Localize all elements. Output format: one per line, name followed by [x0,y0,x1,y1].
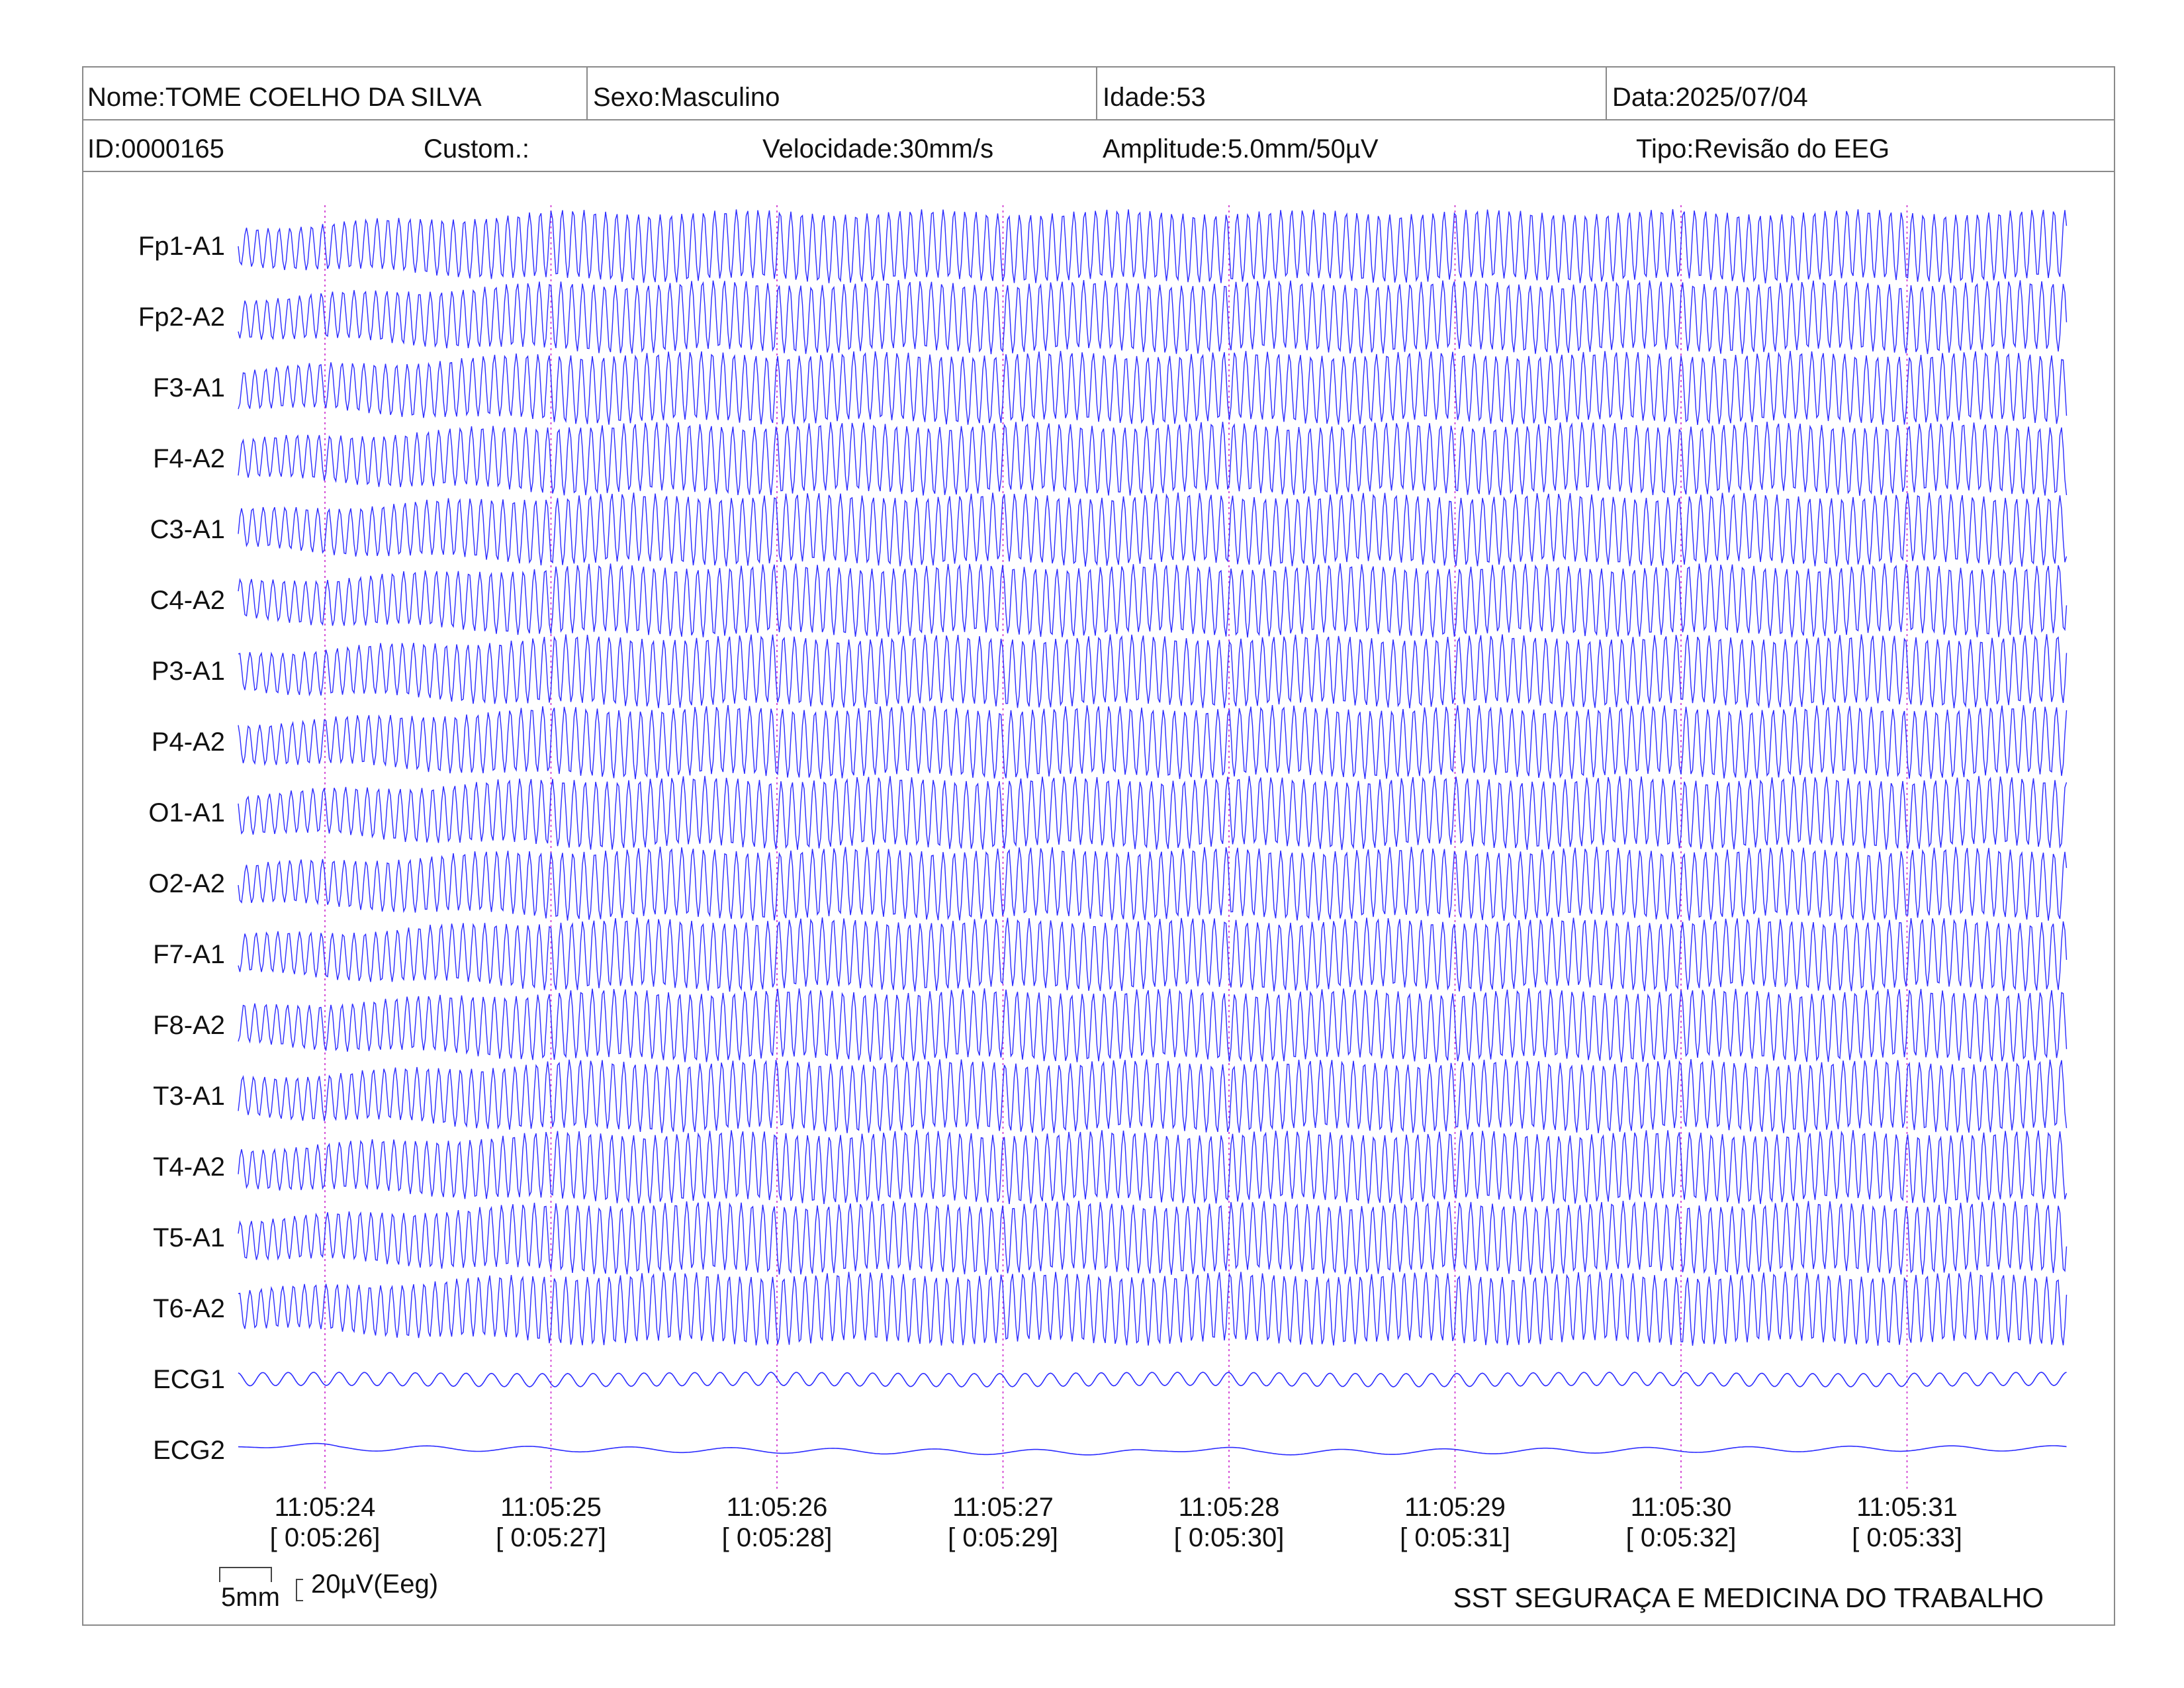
trace-f3-a1 [238,351,2068,426]
header-divider-2 [82,171,2115,172]
time-marker-clock: 11:05:30 [1630,1493,1732,1522]
exam-date: Data:2025/07/04 [1612,83,1808,112]
report-frame [82,66,2115,1626]
channel-label-f3-a1: F3-A1 [153,373,225,402]
trace-fp1-a1 [238,209,2068,284]
time-marker-elapsed: [ 0:05:33] [1852,1523,1962,1552]
time-marker-clock: 11:05:24 [274,1493,376,1522]
trace-f4-a2 [238,422,2068,496]
amplitude-setting: Amplitude:5.0mm/50µV [1103,134,1379,164]
channel-label-t5-a1: T5-A1 [153,1223,225,1252]
time-marker-elapsed: [ 0:05:27] [496,1523,606,1552]
time-marker-clock: 11:05:27 [952,1493,1054,1522]
channel-label-f7-a1: F7-A1 [153,940,225,969]
header-divider-1 [82,119,2115,120]
trace-ecg1 [238,1372,2067,1387]
patient-id: ID:0000165 [87,134,224,164]
time-marker-clock: 11:05:26 [726,1493,828,1522]
amplitude-scale-label: 20µV(Eeg) [311,1570,439,1599]
channel-label-o2-a2: O2-A2 [148,869,225,898]
channel-label-fp2-a2: Fp2-A2 [138,303,225,332]
time-marker-clock: 11:05:31 [1856,1493,1958,1522]
patient-name: Nome:TOME COELHO DA SILVA [87,83,482,112]
channel-label-t6-a2: T6-A2 [153,1294,225,1323]
channel-label-t4-a2: T4-A2 [153,1152,225,1182]
header-col-divider-2 [1096,66,1097,120]
header-col-divider-1 [586,66,588,120]
exam-type: Tipo:Revisão do EEG [1636,134,1890,164]
channel-label-o1-a1: O1-A1 [148,798,225,827]
scale-bar-icon [219,1567,303,1601]
speed-setting: Velocidade:30mm/s [762,134,994,164]
channel-label-f4-a2: F4-A2 [153,444,225,473]
time-marker-elapsed: [ 0:05:31] [1400,1523,1510,1552]
time-marker-clock: 11:05:29 [1404,1493,1506,1522]
channel-label-c3-a1: C3-A1 [150,515,225,544]
trace-p4-a2 [238,705,2068,780]
time-marker-clock: 11:05:25 [500,1493,602,1522]
trace-o2-a2 [238,847,2068,921]
trace-c3-a1 [238,492,2068,567]
custom-field: Custom.: [424,134,530,164]
trace-t3-a1 [238,1058,2068,1133]
time-marker-elapsed: [ 0:05:26] [269,1523,381,1552]
time-marker-elapsed: [ 0:05:29] [948,1523,1058,1552]
trace-fp2-a2 [238,280,2068,355]
trace-f8-a2 [238,988,2068,1062]
time-marker-elapsed: [ 0:05:28] [721,1523,833,1552]
patient-sex: Sexo:Masculino [593,83,780,112]
time-marker-clock: 11:05:28 [1178,1493,1280,1522]
channel-label-t3-a1: T3-A1 [153,1082,225,1111]
header-col-divider-3 [1606,66,1607,120]
channel-label-fp1-a1: Fp1-A1 [138,232,225,261]
time-marker-elapsed: [ 0:05:32] [1625,1523,1737,1552]
trace-o1-a1 [238,775,2068,851]
patient-age: Idade:53 [1103,83,1206,112]
channel-label-c4-a2: C4-A2 [150,586,225,615]
trace-f7-a1 [238,917,2068,992]
trace-t5-a1 [238,1200,2068,1275]
channel-label-p3-a1: P3-A1 [151,657,225,686]
trace-t4-a2 [238,1129,2068,1204]
trace-t6-a2 [238,1271,2068,1346]
company-name: SST SEGURAÇA E MEDICINA DO TRABALHO [1453,1582,2044,1613]
channel-label-ecg2: ECG2 [153,1436,225,1465]
trace-p3-a1 [238,633,2068,708]
channel-label-p4-a2: P4-A2 [151,727,225,757]
channel-label-ecg1: ECG1 [153,1365,225,1394]
trace-ecg2 [238,1442,2067,1456]
channel-label-f8-a2: F8-A2 [153,1011,225,1040]
time-marker-elapsed: [ 0:05:30] [1173,1523,1285,1552]
trace-c4-a2 [238,563,2068,638]
time-scale-label: 5mm [221,1583,280,1612]
